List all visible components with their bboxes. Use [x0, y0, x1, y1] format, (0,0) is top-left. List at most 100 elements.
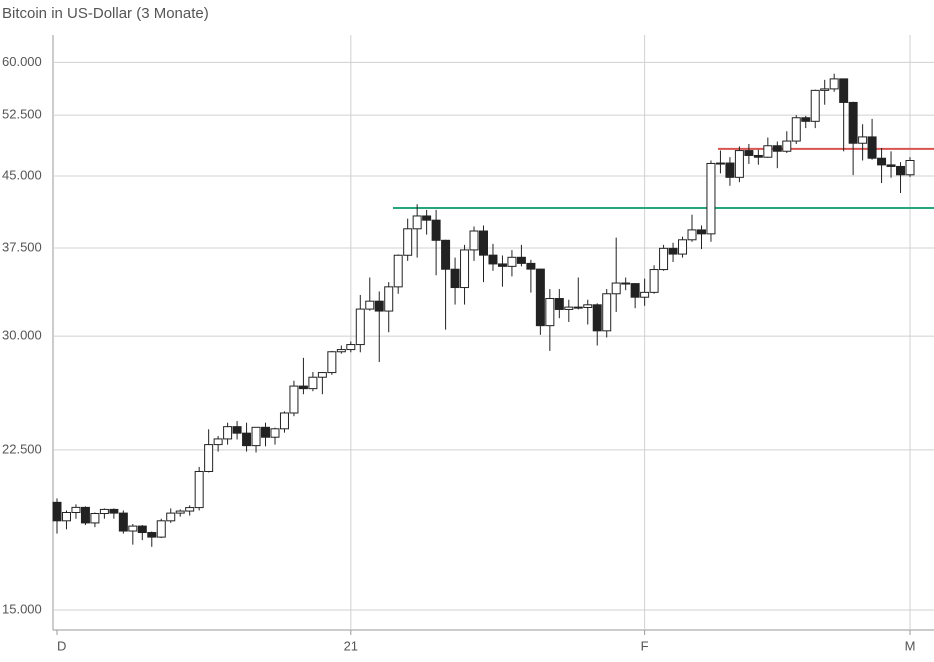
y-tick-label: 22.500: [2, 441, 42, 456]
candle-body: [782, 140, 792, 152]
candle-body: [772, 145, 782, 152]
candle-body: [877, 157, 887, 166]
candle-body: [109, 508, 119, 514]
candle-body: [52, 501, 62, 522]
candle-body: [99, 508, 109, 515]
candle-body: [308, 376, 318, 390]
candle-body: [621, 282, 631, 285]
candle-body: [61, 511, 71, 522]
candle-body: [374, 300, 384, 312]
candle-body: [839, 78, 849, 103]
candle-body: [507, 256, 517, 267]
candle-body: [829, 78, 839, 90]
x-tick-label: M: [905, 638, 916, 653]
x-tick-label: F: [641, 638, 649, 653]
candle-body: [365, 300, 375, 310]
candle-body: [820, 88, 830, 91]
candle-body: [858, 136, 868, 144]
y-tick-label: 37.500: [2, 239, 42, 254]
x-tick-label: D: [57, 638, 66, 653]
candle-body: [867, 136, 877, 159]
candle-body: [791, 117, 801, 142]
candle-body: [516, 256, 526, 264]
candle-body: [147, 532, 157, 538]
y-tick-label: 52.500: [2, 107, 42, 122]
candle-body: [166, 512, 176, 522]
candle-body: [573, 306, 583, 309]
candle-body: [734, 150, 744, 178]
candle-body: [460, 249, 470, 289]
candle-body: [412, 215, 422, 230]
chart-title: Bitcoin in US-Dollar (3 Monate): [2, 5, 209, 22]
y-tick-label: 60.000: [2, 54, 42, 69]
candle-body: [886, 164, 896, 167]
candle-body: [497, 263, 507, 267]
candle-body: [156, 520, 166, 538]
candle-body: [232, 426, 242, 434]
candle-body: [678, 239, 688, 255]
candle-body: [526, 262, 536, 270]
candle-body: [355, 308, 365, 346]
candle-body: [261, 426, 271, 438]
candle-body: [545, 298, 555, 327]
candle-body: [488, 254, 498, 265]
candle-body: [327, 351, 337, 374]
candle-body: [611, 282, 621, 295]
candle-body: [479, 230, 488, 256]
candle-body: [317, 372, 327, 378]
candle-body: [905, 160, 915, 176]
x-tick-label: 21: [344, 638, 358, 653]
candle-body: [469, 230, 479, 251]
candle-body: [403, 228, 413, 256]
candle-body: [175, 510, 185, 514]
candle-body: [393, 254, 403, 288]
candle-body: [422, 215, 432, 221]
candle-body: [185, 507, 195, 512]
candle-body: [90, 513, 100, 524]
candle-body: [810, 89, 820, 122]
candle-body: [204, 444, 214, 472]
candle-body: [630, 283, 640, 298]
candle-body: [896, 165, 906, 176]
candle-body: [640, 291, 650, 298]
candle-body: [649, 269, 659, 293]
candle-body: [128, 525, 138, 532]
candle-body: [668, 247, 678, 255]
candle-body: [298, 385, 308, 390]
candle-body: [753, 154, 763, 158]
candle-body: [213, 438, 223, 446]
candle-body: [270, 428, 280, 438]
candle-body: [431, 219, 441, 241]
candle-body: [450, 268, 460, 289]
candle-body: [848, 101, 858, 144]
candle-body: [725, 162, 735, 178]
candle-body: [687, 229, 697, 241]
candle-body: [763, 145, 773, 158]
candle-body: [118, 512, 128, 532]
y-tick-label: 15.000: [2, 601, 42, 616]
candle-body: [554, 298, 564, 310]
y-tick-label: 45.000: [2, 167, 42, 182]
candle-body: [223, 426, 233, 440]
candle-body: [279, 412, 289, 430]
candle-body: [602, 293, 612, 332]
candle-body: [80, 506, 90, 524]
candle-body: [289, 385, 299, 414]
candle-body: [659, 247, 669, 271]
candle-body: [242, 432, 252, 447]
candle-body: [384, 286, 394, 312]
candle-body: [535, 268, 545, 327]
candle-body: [71, 506, 81, 513]
candle-body: [706, 162, 716, 235]
candle-body: [564, 306, 574, 310]
candle-body: [336, 349, 346, 353]
candle-body: [744, 150, 754, 156]
candle-body: [583, 304, 593, 308]
candle-body: [441, 239, 451, 270]
candle-body: [194, 470, 204, 509]
y-tick-label: 30.000: [2, 328, 42, 343]
candle-body: [592, 304, 602, 332]
candle-body: [137, 525, 147, 534]
